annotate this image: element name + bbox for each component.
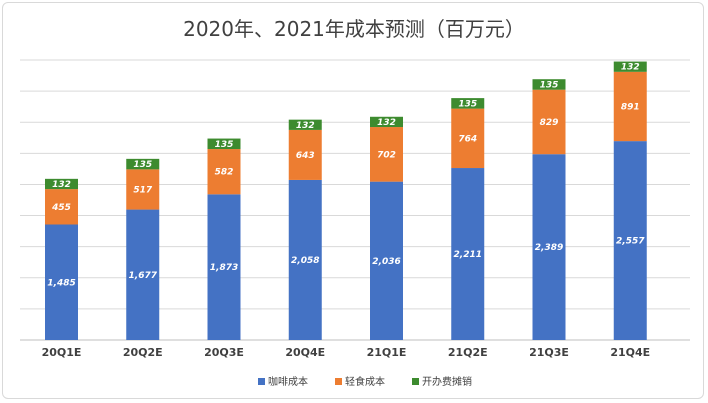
x-axis-tick-labels: 20Q1E 20Q2E 20Q3E 20Q4E 21Q1E 21Q2E 21Q3E 21Q4E xyxy=(42,346,651,359)
data-label: 135 xyxy=(215,140,234,150)
legend[interactable]: 咖啡成本 轻食成本 开办费摊销 xyxy=(258,375,472,388)
data-label: 2,211 xyxy=(454,250,482,260)
data-label: 764 xyxy=(458,134,477,144)
data-label: 135 xyxy=(458,99,477,109)
x-tick-label: 21Q2E xyxy=(448,346,488,359)
data-label: 132 xyxy=(621,63,640,73)
bar-segment xyxy=(613,71,647,142)
bar-segment xyxy=(532,79,566,90)
bar-segment xyxy=(370,181,403,340)
data-label: 582 xyxy=(215,168,234,178)
bar-series: 1,485 455 132 1,677 517 135 1,873 582 135 2,058 64… xyxy=(45,61,647,340)
data-label: 455 xyxy=(51,203,71,213)
data-label: 643 xyxy=(296,151,315,161)
bar-segment xyxy=(126,209,160,340)
bar-segment xyxy=(288,129,322,180)
bar-segment xyxy=(370,127,403,182)
legend-label[interactable]: 开办费摊销 xyxy=(422,375,472,388)
legend-swatch xyxy=(258,378,265,385)
bar-segment xyxy=(288,119,322,130)
bar-segment xyxy=(613,141,647,340)
legend-label[interactable]: 轻食成本 xyxy=(345,375,385,388)
data-label: 132 xyxy=(377,118,396,128)
bar-segment xyxy=(126,169,160,210)
data-label: 135 xyxy=(540,80,559,90)
x-tick-label: 21Q1E xyxy=(367,346,407,359)
bar-segment xyxy=(207,194,241,340)
bar-segment xyxy=(613,61,647,72)
bar-segment xyxy=(45,224,78,340)
bar-segment xyxy=(207,149,241,195)
data-label: 702 xyxy=(377,150,396,160)
legend-swatch xyxy=(412,378,419,385)
data-label: 2,557 xyxy=(616,237,645,247)
bar-segment xyxy=(451,108,485,169)
data-label: 891 xyxy=(621,102,640,112)
bar-segment xyxy=(45,189,78,225)
chart-title: 2020年、2021年成本预测（百万元） xyxy=(183,17,525,41)
x-tick-label: 21Q4E xyxy=(610,346,650,359)
data-label: 1,677 xyxy=(129,271,158,281)
data-label: 2,389 xyxy=(535,243,563,253)
bar-segment xyxy=(45,178,78,190)
data-label: 829 xyxy=(540,118,559,128)
data-label: 517 xyxy=(133,185,153,195)
bar-segment xyxy=(288,179,322,340)
legend-swatch xyxy=(335,378,342,385)
chart-frame xyxy=(2,2,704,399)
x-tick-label: 20Q2E xyxy=(123,346,163,359)
data-label: 132 xyxy=(52,180,71,190)
bar-segment xyxy=(451,98,485,109)
bar-segment xyxy=(126,158,160,170)
data-label: 132 xyxy=(296,121,315,131)
bar-segment xyxy=(451,168,485,340)
x-tick-label: 20Q1E xyxy=(42,346,82,359)
legend-label[interactable]: 咖啡成本 xyxy=(268,375,308,388)
gridlines xyxy=(20,59,690,341)
bar-segment xyxy=(532,154,566,340)
data-label: 2,058 xyxy=(291,256,319,266)
data-label: 135 xyxy=(133,160,152,170)
x-tick-label: 20Q4E xyxy=(285,346,325,359)
data-label: 1,485 xyxy=(47,278,75,288)
data-label: 2,036 xyxy=(372,257,400,267)
bar-segment xyxy=(370,116,403,128)
x-tick-label: 21Q3E xyxy=(529,346,569,359)
data-label: 1,873 xyxy=(210,263,238,273)
bar-segment xyxy=(207,138,241,150)
bar-segment xyxy=(532,89,566,155)
x-tick-label: 20Q3E xyxy=(204,346,244,359)
